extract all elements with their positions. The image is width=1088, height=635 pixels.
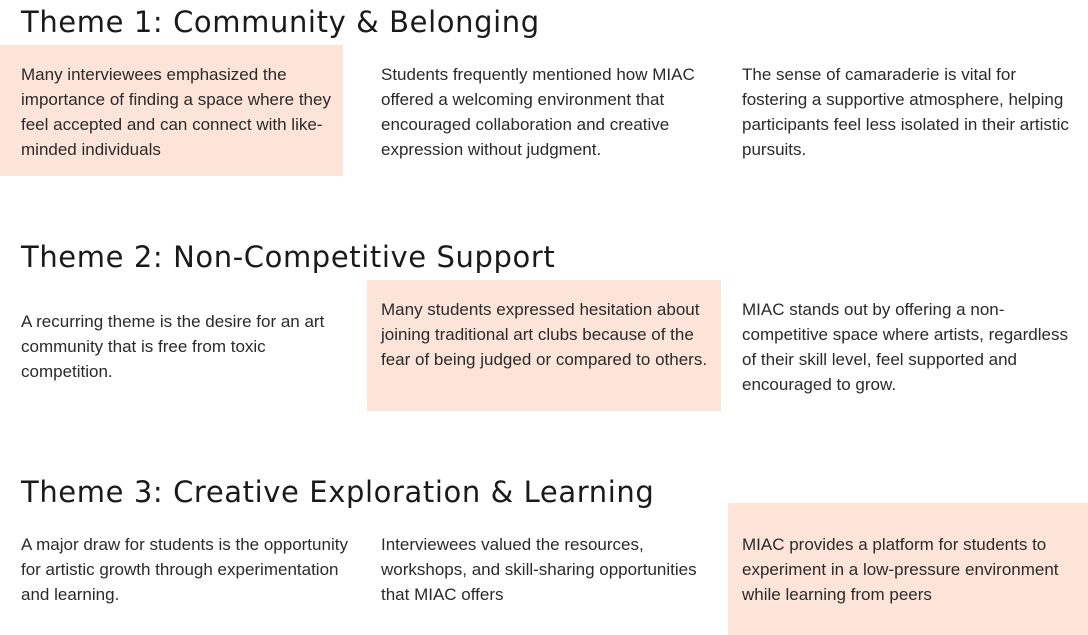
- theme-2-card-3: MIAC stands out by offering a non-compet…: [728, 280, 1068, 411]
- theme-2-title: Theme 2: Non-Competitive Support: [21, 240, 556, 274]
- theme-2-card-1: A recurring theme is the desire for an a…: [0, 280, 350, 411]
- card-text: Interviewees valued the resources, works…: [381, 535, 697, 604]
- theme-3-card-2: Interviewees valued the resources, works…: [367, 515, 707, 635]
- card-text: Many interviewees emphasized the importa…: [21, 65, 331, 159]
- card-text: The sense of camaraderie is vital for fo…: [742, 65, 1069, 159]
- card-text: Many students expressed hesitation about…: [381, 300, 708, 369]
- theme-3-card-1: A major draw for students is the opportu…: [0, 515, 360, 635]
- card-text: MIAC provides a platform for students to…: [742, 535, 1059, 604]
- card-text: A recurring theme is the desire for an a…: [21, 312, 325, 381]
- card-text: MIAC stands out by offering a non-compet…: [742, 300, 1068, 394]
- theme-3-title: Theme 3: Creative Exploration & Learning: [21, 475, 655, 509]
- theme-3-card-3: MIAC provides a platform for students to…: [728, 503, 1088, 635]
- theme-1-card-2: Students frequently mentioned how MIAC o…: [367, 45, 721, 176]
- theme-2-card-2: Many students expressed hesitation about…: [367, 280, 721, 411]
- theme-1-card-3: The sense of camaraderie is vital for fo…: [728, 45, 1076, 176]
- theme-1-card-1: Many interviewees emphasized the importa…: [0, 45, 343, 176]
- card-text: A major draw for students is the opportu…: [21, 535, 348, 604]
- card-text: Students frequently mentioned how MIAC o…: [381, 65, 695, 159]
- theme-1-title: Theme 1: Community & Belonging: [21, 5, 540, 39]
